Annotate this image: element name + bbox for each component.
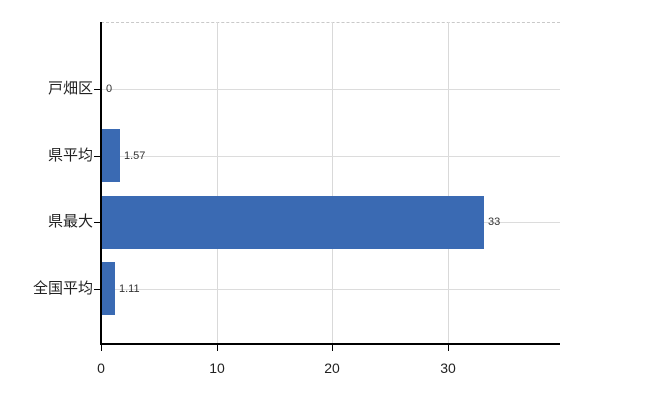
y-tick-mark (94, 289, 100, 290)
bar (102, 196, 484, 249)
horizontal-gridline (101, 156, 560, 157)
x-axis-line (100, 343, 560, 345)
y-axis-line (100, 22, 102, 345)
plot-top-border (101, 22, 560, 23)
bar-value-label: 1.57 (124, 150, 146, 162)
x-tick-mark (217, 345, 218, 351)
bar-value-label: 0 (106, 83, 113, 95)
y-tick-mark (94, 156, 100, 157)
x-tick-label: 20 (324, 360, 340, 376)
vertical-gridline (448, 22, 449, 344)
category-label: 県最大 (47, 213, 93, 230)
x-tick-label: 30 (440, 360, 456, 376)
x-tick-label: 10 (209, 360, 225, 376)
x-tick-mark (101, 345, 102, 351)
bar-value-label: 1.11 (119, 283, 140, 295)
vertical-gridline (332, 22, 333, 344)
x-tick-mark (448, 345, 449, 351)
y-tick-mark (94, 222, 100, 223)
bar (102, 262, 115, 315)
horizontal-gridline (101, 289, 560, 290)
bar (102, 129, 120, 182)
x-tick-label: 0 (97, 360, 105, 376)
y-tick-mark (94, 89, 100, 90)
bar-value-label: 33 (488, 216, 501, 228)
horizontal-gridline (101, 89, 560, 90)
x-tick-mark (332, 345, 333, 351)
category-label: 戸畑区 (47, 80, 93, 97)
category-label: 県平均 (47, 147, 93, 164)
category-label: 全国平均 (32, 280, 93, 297)
vertical-gridline (217, 22, 218, 344)
